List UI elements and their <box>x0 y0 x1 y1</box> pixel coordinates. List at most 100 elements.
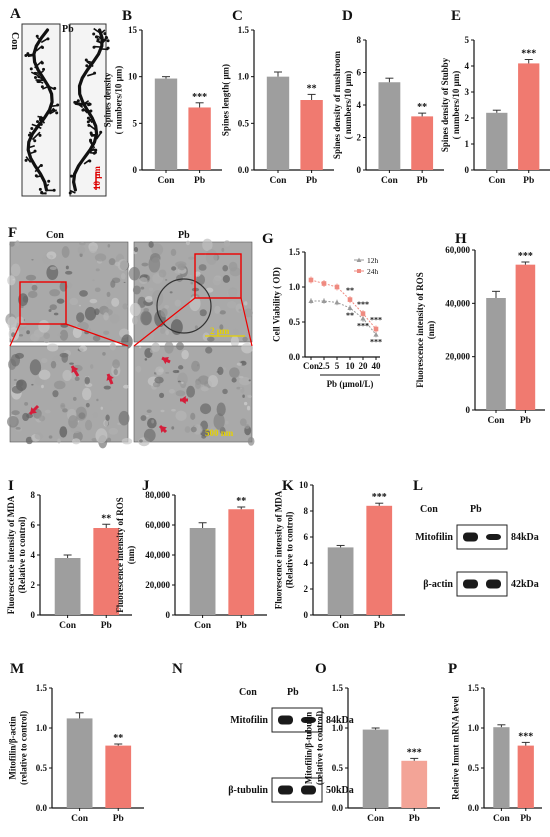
panel-f-pb-high-texture <box>138 346 142 349</box>
chart-j-ylabel: Fluorescence intensity of ROS <box>115 497 125 613</box>
panel-f-pb-high-texture <box>205 346 213 354</box>
panel-f-con-low-texture <box>48 309 52 313</box>
chart-g-xtick-label: 5 <box>335 361 340 371</box>
panel-f-pb-high-texture <box>201 434 207 439</box>
chart-c-category-label: Con <box>270 176 288 186</box>
panel-f-con-low-texture <box>49 304 58 311</box>
panel-a-pb-image-spine <box>95 132 102 140</box>
panel-a-con-image-spine-head <box>33 71 37 75</box>
panel-a-pb-image-spine-head <box>73 100 77 104</box>
panel-f-con-low-texture <box>92 279 95 282</box>
chart-o: 0.0 0.5 1.0 1.5 Mitofilin/β-tubulin (relative… <box>303 683 440 824</box>
chart-e-ytick-label: 2 <box>465 113 470 123</box>
chart-h-bar-con <box>486 298 506 410</box>
chart-m: 0.0 0.5 1.0 1.5 Mitofilin/β-actin (relative t… <box>7 683 144 824</box>
panel-a-con-image-spine-head <box>40 61 44 65</box>
panel-l-kda: 84kDa <box>511 532 539 543</box>
panel-a-pb-image-spine-head <box>90 132 94 136</box>
panel-f-pb-high-texture <box>209 426 217 434</box>
panel-f-con-low-texture <box>57 333 62 337</box>
chart-i: 0 2 4 6 8 Fluorescence intensity of MDA (Relat… <box>6 490 132 631</box>
panel-f-con-low-texture <box>106 291 111 298</box>
panel-f-con-low-texture <box>78 304 81 307</box>
panel-a-pb-image-spine-head <box>70 174 74 178</box>
panel-f-pb-high-texture <box>239 376 251 386</box>
panel-f-pb-low-texture <box>219 310 226 315</box>
panel-label-a: A <box>10 6 21 22</box>
panel-f-pb-low-texture <box>144 295 154 303</box>
panel-a-con-image-spine-head <box>35 34 39 38</box>
panel-a-con-image-spine <box>31 123 39 128</box>
panel-f-con-high-texture <box>84 376 90 385</box>
panel-l-kda: 42kDa <box>511 579 539 590</box>
chart-d-ylabel: ( numbers/10 μm) <box>343 71 353 140</box>
panel-f-pb-low-texture <box>137 296 147 308</box>
panel-f-con-low-texture <box>94 287 101 293</box>
panel-f-con-high-texture <box>108 427 119 435</box>
panel-f-con-high-texture <box>90 364 94 370</box>
chart-p-significance: *** <box>518 731 533 742</box>
chart-o-ytick-label: 1.5 <box>332 683 344 693</box>
panel-f-pb-high-texture <box>239 418 247 427</box>
chart-k-ytick-label: 6 <box>304 532 309 542</box>
chart-m-significance: ** <box>113 733 123 744</box>
panel-f-scale-top: 2 μm <box>210 326 230 336</box>
chart-g-point-24h <box>373 326 379 332</box>
panel-f-pb-high-texture <box>155 366 164 376</box>
panel-l-band <box>463 532 478 542</box>
chart-j-ytick-label: 0 <box>166 610 171 620</box>
panel-f-con-low <box>9 241 129 343</box>
panel-label-j: J <box>142 478 150 494</box>
panel-f-pb-high-texture <box>222 388 228 395</box>
panel-a-pb-image-spine <box>86 60 94 68</box>
panel-f-con-high-texture <box>118 410 130 426</box>
panel-l-band <box>486 534 501 540</box>
panel-a-pb-image-spine <box>90 141 96 146</box>
panel-a-pb-image-spine <box>93 27 101 34</box>
panel-n-band <box>301 717 316 723</box>
chart-g-significance: ** <box>346 311 354 320</box>
panel-f-pb-low-texture <box>243 301 248 306</box>
chart-d-bar-pb <box>411 116 434 170</box>
panel-f-pb-low-texture <box>226 301 237 309</box>
panel-f-con-high-texture <box>16 379 24 387</box>
chart-m-ytick-label: 0.5 <box>36 763 48 773</box>
panel-a-con-image-spine-head <box>24 54 28 58</box>
panel-f-pb-low-texture <box>174 269 183 274</box>
chart-m-ytick-label: 0.0 <box>36 803 48 813</box>
panel-f-con-low-texture <box>43 332 51 339</box>
panel-a-pb-image-spine-head <box>99 130 103 134</box>
chart-g-point-24h <box>308 277 314 283</box>
chart-j-bar-con <box>189 528 216 615</box>
panel-f-con-low-texture <box>96 317 105 325</box>
panel-a-con-image-spine-head <box>53 86 57 90</box>
panel-f-pb-high-texture <box>231 377 237 383</box>
panel-f-arrow-head <box>71 366 79 373</box>
chart-g-xtick-label: Con <box>303 361 319 371</box>
panel-f-pb-high-texture <box>173 347 178 350</box>
panel-f-pb-high-texture <box>207 374 219 388</box>
chart-d-category-label: Pb <box>417 176 428 186</box>
panel-n-band <box>278 715 293 725</box>
panel-f-pb-high-texture <box>191 360 201 372</box>
panel-f-con-high-texture <box>38 415 46 422</box>
chart-g-point-12h <box>360 315 366 321</box>
panel-f-pb-low-texture <box>194 271 201 277</box>
chart-g-significance: *** <box>357 300 369 309</box>
panel-a-con-image-spine-head <box>39 164 43 168</box>
panel-a-pb-image-spine-head <box>86 116 90 120</box>
chart-g-point-12h <box>347 305 353 310</box>
panel-label-n: N <box>172 661 183 677</box>
chart-c-ytick-label: 1.0 <box>238 72 250 82</box>
chart-c-ytick-label: 0.0 <box>238 165 250 175</box>
chart-o-category-label: Con <box>367 814 385 824</box>
panel-f-arrow-head <box>106 374 114 381</box>
panel-f-con-high-texture <box>62 369 72 381</box>
panel-f-con-high-texture <box>82 387 92 401</box>
chart-j-ytick-label: 80,000 <box>145 490 170 500</box>
panel-f-pb-high-texture <box>143 428 156 442</box>
panel-a-con-image-spine-head <box>41 46 45 50</box>
panel-label-b: B <box>122 8 132 24</box>
chart-h-ytick-label: 0 <box>466 405 471 415</box>
